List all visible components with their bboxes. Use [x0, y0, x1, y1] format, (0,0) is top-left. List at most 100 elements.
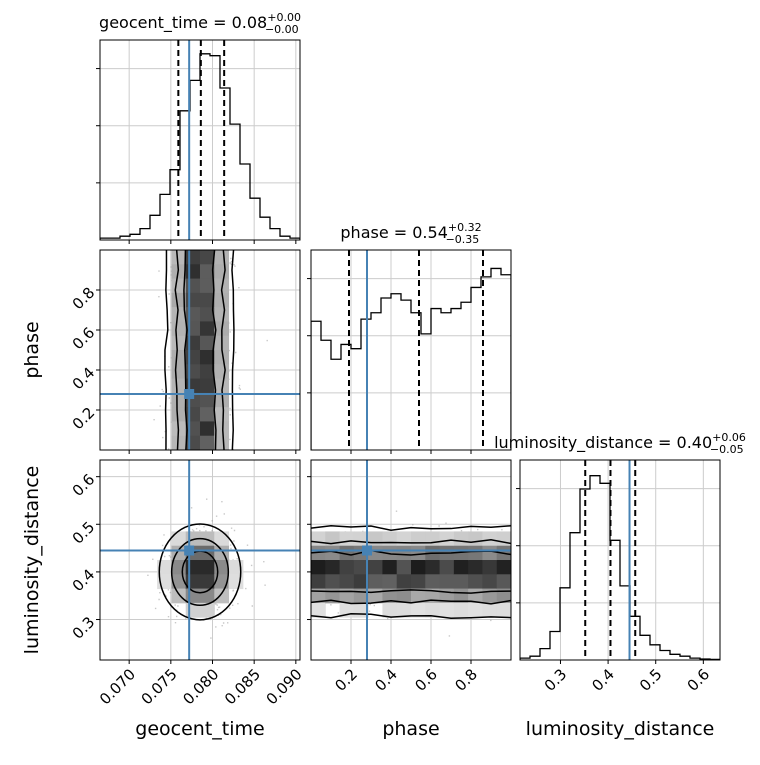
density-bin: [468, 531, 483, 547]
truth-marker: [362, 545, 372, 556]
contour-line: [311, 599, 511, 605]
density-bin: [185, 407, 201, 422]
contour-line: [311, 525, 511, 531]
density-bin: [325, 574, 341, 590]
density-bin: [339, 560, 355, 575]
title-upper-error: +0.06: [712, 431, 746, 444]
panel-frame: [310, 459, 512, 661]
x-tick-label: 0.5: [636, 665, 666, 695]
density-bin: [200, 292, 215, 308]
density-bin: [396, 531, 412, 547]
title-main: geocent_time = 0.08: [99, 13, 267, 33]
density-bin: [411, 602, 426, 618]
y-tick-label: 0.6: [69, 324, 99, 354]
density-bin: [325, 545, 341, 561]
histogram-panel-geocent-time: geocent_time = 0.08+0.00 −0.00: [96, 11, 301, 244]
histogram-step: [520, 475, 720, 660]
density-bin: [200, 560, 215, 575]
panel-frame: [99, 249, 301, 451]
density-bin: [396, 602, 412, 618]
density-bin: [382, 588, 398, 604]
density-bin: [171, 407, 187, 422]
density-bin: [368, 574, 383, 590]
density-bin: [185, 278, 201, 294]
density-bin: [214, 407, 230, 422]
x-tick-label: 0.085: [221, 665, 264, 708]
density-bin: [200, 392, 215, 408]
density-bin: [311, 602, 326, 618]
density-bin: [482, 602, 498, 618]
density-bin: [311, 545, 326, 561]
density-bin: [200, 335, 215, 351]
density-bin: [200, 321, 215, 337]
density-bin: [453, 531, 469, 547]
contour-line: [183, 250, 188, 450]
density-bin: [200, 307, 215, 322]
density-bin: [200, 350, 215, 365]
density-bin: [496, 588, 511, 604]
density-panel-geocent-time-vs-phase: [96, 249, 301, 454]
density-bin: [411, 560, 426, 575]
density-content: [100, 250, 300, 450]
density-bin: [185, 321, 201, 337]
density-bin: [325, 588, 341, 604]
density-content: [311, 460, 511, 660]
density-bin: [171, 307, 187, 322]
x-tick-label: 0.4: [588, 665, 618, 695]
x-tick-label: 0.6: [684, 665, 714, 695]
title-lower-error: −0.00: [265, 23, 299, 36]
density-bin: [411, 574, 426, 590]
title-main: luminosity_distance = 0.40: [494, 433, 712, 453]
contour-line: [158, 523, 242, 621]
density-bin: [214, 307, 230, 322]
contour-line: [174, 250, 180, 450]
density-bin: [200, 574, 215, 590]
density-bin: [311, 531, 326, 547]
truth-marker: [184, 545, 195, 556]
x-tick-label: 0.3: [541, 665, 571, 695]
density-bin: [214, 292, 230, 308]
x-axis-label-phase: phase: [382, 718, 439, 740]
y-axis-label-phase: phase: [21, 321, 43, 378]
density-bin: [453, 560, 469, 575]
x-tick-label: 0.075: [138, 665, 181, 708]
x-axis-label-geocent-time: geocent_time: [135, 718, 264, 740]
contour-line: [311, 613, 511, 619]
density-bin: [368, 588, 383, 604]
title-upper-error: +0.00: [267, 11, 301, 24]
histogram-panel-luminosity-distance: luminosity_distance = 0.40+0.06 −0.05: [494, 431, 746, 664]
density-bin: [425, 602, 441, 618]
panel-background: [311, 250, 511, 450]
density-bin: [468, 560, 483, 575]
x-tick-label: 0.080: [179, 665, 222, 708]
density-bin: [214, 264, 230, 280]
density-bin: [171, 531, 187, 547]
density-bin: [311, 588, 326, 604]
panel-frame: [99, 459, 301, 661]
density-bin: [396, 574, 412, 590]
density-bin: [200, 378, 215, 394]
density-bin: [311, 560, 326, 575]
density-bin: [353, 560, 369, 575]
density-bin: [171, 335, 187, 351]
density-bin: [468, 545, 483, 561]
density-bin: [200, 250, 215, 265]
density-bin: [214, 250, 230, 265]
density-bin: [311, 574, 326, 590]
x-axis-label-luminosity-distance: luminosity_distance: [526, 718, 715, 740]
density-bin: [171, 350, 187, 365]
density-bin: [482, 574, 498, 590]
density-bin: [185, 350, 201, 365]
density-bin: [396, 545, 412, 561]
density-bin: [185, 264, 201, 280]
density-bin: [185, 560, 201, 575]
density-bin: [171, 292, 187, 308]
x-tick-label: 0.070: [96, 665, 139, 708]
y-tick-label: 0.2: [69, 404, 99, 434]
density-bin: [496, 574, 511, 590]
density-bin: [214, 350, 230, 365]
density-bin: [482, 531, 498, 547]
panel-title-luminosity-distance: luminosity_distance = 0.40+0.06 −0.05: [494, 431, 746, 456]
contour-line: [170, 537, 230, 606]
truth-marker: [184, 389, 195, 399]
